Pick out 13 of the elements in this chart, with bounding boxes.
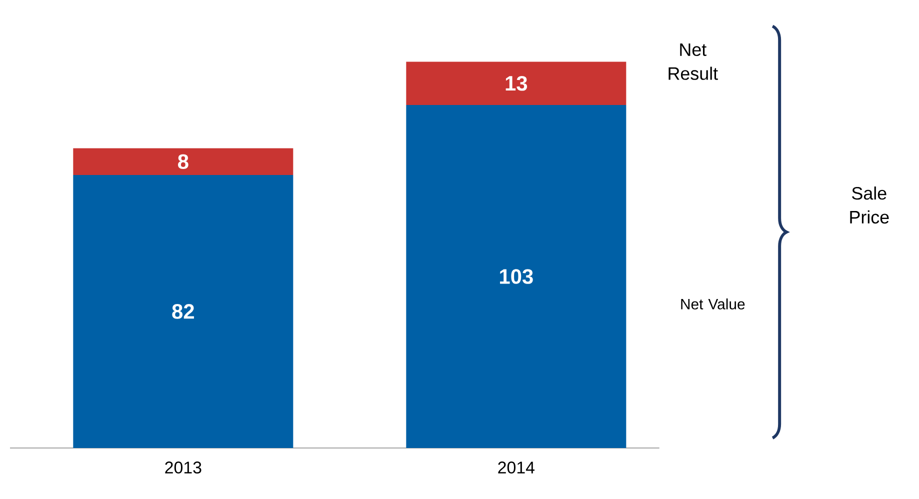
text: Net Value — [681, 298, 745, 310]
text: Sale Price — [850, 186, 889, 224]
bar — [406, 62, 626, 106]
data-label: 8 — [178, 154, 188, 170]
x-tick-label: 2014 — [498, 462, 534, 474]
bar — [406, 105, 626, 448]
data-label: 103 — [500, 269, 533, 284]
data-label: 13 — [506, 76, 528, 91]
text: Net Result — [668, 43, 718, 80]
data-label: 82 — [172, 304, 194, 319]
bar — [73, 148, 294, 175]
x-tick-label: 2013 — [165, 462, 202, 474]
bar — [73, 174, 294, 448]
